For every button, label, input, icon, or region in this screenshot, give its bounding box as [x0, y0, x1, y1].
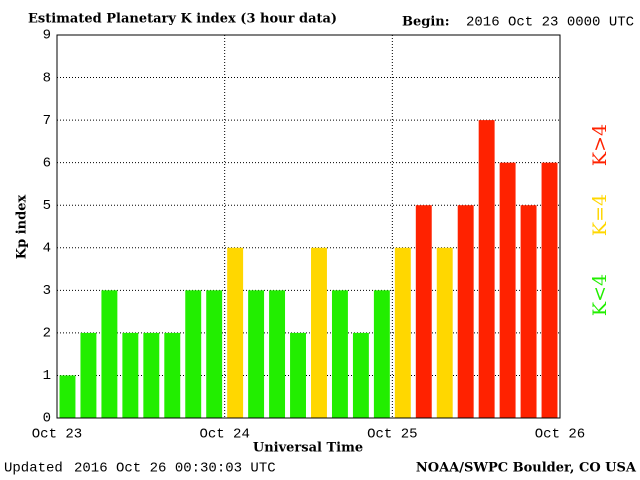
- bar: [331, 290, 348, 418]
- bar: [311, 247, 327, 418]
- bar: [248, 290, 265, 418]
- bar: [143, 332, 160, 418]
- y-tick-label: 6: [43, 155, 51, 171]
- bar: [59, 375, 76, 418]
- bar: [206, 290, 223, 418]
- bar: [394, 247, 411, 418]
- y-tick-label: 8: [43, 70, 51, 86]
- bar: [373, 290, 390, 418]
- y-tick-label: 4: [43, 240, 51, 256]
- bar: [352, 332, 369, 418]
- x-tick-label: Oct 25: [367, 427, 417, 443]
- bar: [80, 332, 97, 418]
- bar: [269, 290, 286, 418]
- bar: [290, 332, 306, 418]
- y-tick-label: 2: [43, 326, 51, 342]
- bar: [478, 120, 495, 418]
- begin-date: 2016 Oct 23 0000 UTC: [466, 15, 634, 31]
- y-tick-label: 1: [43, 368, 51, 384]
- bar: [499, 162, 516, 418]
- y-tick-label: 0: [43, 411, 51, 427]
- bar: [541, 162, 558, 418]
- y-axis-label: Kp index: [15, 195, 30, 260]
- y-tick-label: 9: [43, 28, 51, 44]
- bar: [122, 332, 139, 418]
- y-tick-label: 5: [43, 198, 51, 214]
- bar: [520, 205, 537, 418]
- updated-date: 2016 Oct 26 00:30:03 UTC: [74, 461, 276, 477]
- y-tick-label: 7: [43, 113, 51, 129]
- begin-label: Begin:: [402, 15, 450, 30]
- bar: [457, 205, 474, 418]
- bar: [227, 247, 244, 418]
- x-tick-label: Oct 23: [32, 427, 82, 443]
- updated-label: Updated: [4, 461, 63, 477]
- bar: [164, 332, 181, 418]
- bar: [101, 290, 118, 418]
- bar: [436, 247, 453, 418]
- plot-frame: [56, 34, 561, 419]
- x-tick-label: Oct 26: [535, 427, 585, 443]
- source: NOAA/SWPC Boulder, CO USA: [416, 461, 637, 476]
- y-tick-label: 3: [43, 283, 51, 299]
- legend-entry: K<4: [589, 274, 611, 316]
- x-axis-label: Universal Time: [253, 441, 363, 456]
- legend-entry: K=4: [589, 194, 611, 236]
- bar: [415, 205, 432, 418]
- bar: [185, 290, 202, 418]
- x-tick-label: Oct 24: [199, 427, 249, 443]
- chart-title: Estimated Planetary K index (3 hour data…: [28, 12, 337, 27]
- legend-entry: K>4: [589, 124, 611, 166]
